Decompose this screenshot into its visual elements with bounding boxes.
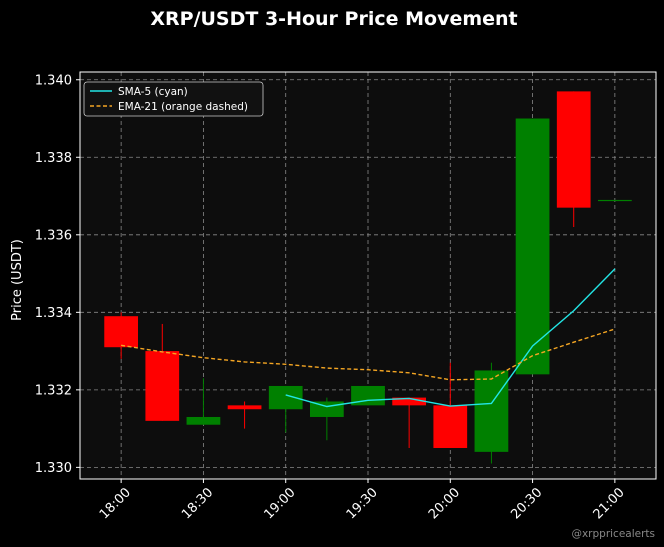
chart-title: XRP/USDT 3-Hour Price Movement [150, 8, 517, 30]
y-axis-label: Price (USDT) [10, 239, 25, 321]
candle-body [268, 385, 303, 410]
watermark: @xrppricealerts [571, 528, 655, 540]
y-tick-label: 1.338 [35, 151, 72, 166]
candle-body [145, 351, 180, 421]
candle-body [392, 397, 427, 406]
sma-line [285, 268, 616, 408]
candle-body [186, 416, 221, 425]
candle-body [433, 405, 468, 448]
indicator-lines [120, 268, 616, 408]
candle-body [515, 118, 550, 375]
legend: SMA-5 (cyan) EMA-21 (orange dashed) [83, 81, 264, 117]
candle-body [556, 91, 591, 208]
candle-body [597, 199, 632, 202]
legend-box [83, 81, 264, 117]
candle-body [474, 370, 509, 452]
y-tick-label: 1.332 [35, 383, 72, 398]
y-tick-label: 1.340 [35, 73, 72, 88]
legend-entry-ema: EMA-21 (orange dashed) [118, 101, 248, 113]
legend-entry-sma: SMA-5 (cyan) [118, 86, 188, 98]
y-tick-label: 1.334 [35, 306, 72, 321]
y-tick-label: 1.330 [35, 461, 72, 476]
candle-body [227, 405, 262, 410]
y-tick-label: 1.336 [35, 228, 72, 243]
ema-line [120, 328, 616, 381]
candle-body [104, 316, 139, 348]
